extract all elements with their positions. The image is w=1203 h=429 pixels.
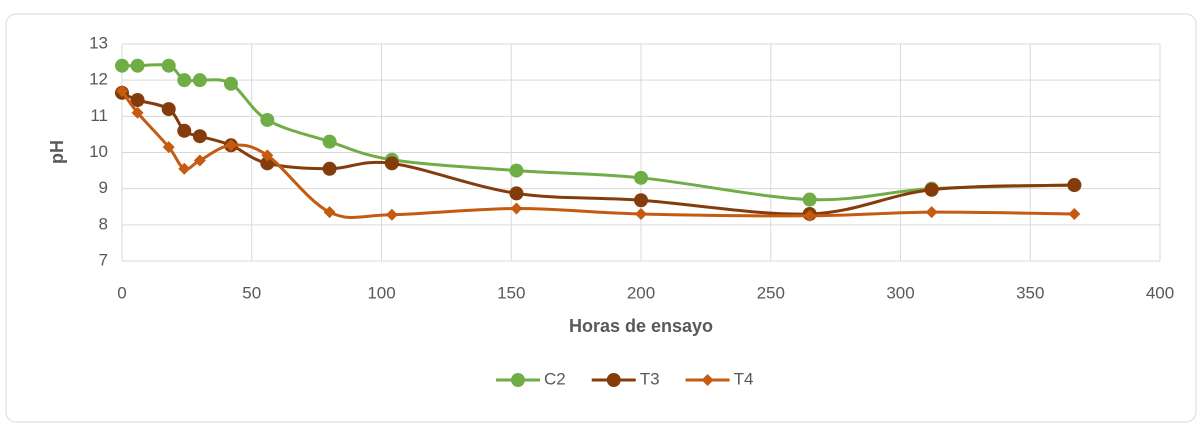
- data-point: [924, 182, 939, 197]
- data-point: [192, 73, 207, 88]
- x-tick-label: 350: [1016, 283, 1044, 302]
- y-tick-label: 10: [89, 142, 108, 161]
- x-tick-label: 250: [757, 283, 785, 302]
- series-line: [120, 90, 1075, 219]
- data-point: [177, 73, 192, 88]
- y-tick-label: 8: [99, 214, 108, 233]
- data-point: [177, 123, 192, 138]
- data-point: [323, 206, 336, 219]
- data-point: [193, 154, 206, 167]
- data-point: [635, 207, 647, 220]
- x-tick-label: 50: [242, 283, 261, 302]
- data-point: [162, 141, 175, 154]
- data-point: [634, 193, 648, 208]
- data-point: [384, 156, 399, 171]
- y-tick-label: 13: [89, 33, 108, 52]
- data-point: [634, 170, 648, 185]
- legend-marker: [701, 374, 714, 386]
- legend-label: T4: [734, 369, 754, 388]
- data-point: [161, 58, 176, 73]
- data-point: [131, 106, 144, 119]
- x-tick-label: 200: [627, 283, 655, 302]
- y-tick-label: 11: [90, 106, 108, 125]
- data-point: [130, 58, 145, 73]
- data-point: [509, 163, 524, 178]
- legend-marker: [606, 373, 621, 387]
- x-tick-label: 150: [497, 283, 525, 302]
- data-point: [322, 161, 337, 176]
- data-point: [224, 139, 237, 152]
- data-point: [161, 102, 176, 117]
- x-tick-label: 0: [117, 283, 126, 302]
- data-point: [322, 134, 337, 149]
- legend-label: T3: [640, 369, 660, 388]
- series-line: [121, 91, 1075, 216]
- data-point: [116, 85, 128, 98]
- x-axis-title: Horas de ensayo: [569, 316, 713, 336]
- y-tick-label: 12: [89, 70, 108, 89]
- data-point: [925, 206, 938, 219]
- data-point: [1068, 207, 1081, 220]
- legend-marker: [511, 373, 525, 387]
- data-point: [223, 76, 238, 91]
- series-line: [121, 63, 1075, 202]
- data-point: [802, 192, 817, 207]
- x-tick-label: 100: [367, 283, 395, 302]
- x-tick-label: 400: [1146, 283, 1174, 302]
- data-point: [260, 112, 275, 127]
- data-point: [385, 208, 398, 221]
- data-point: [192, 129, 207, 144]
- y-axis-title: pH: [47, 140, 67, 164]
- data-point: [130, 93, 145, 108]
- data-point: [115, 58, 129, 73]
- y-tick-label: 7: [99, 250, 108, 269]
- data-point: [1067, 178, 1082, 193]
- data-point: [509, 186, 524, 201]
- data-point: [803, 209, 816, 222]
- data-point: [510, 202, 523, 215]
- data-point: [178, 162, 191, 175]
- data-point: [261, 149, 274, 162]
- y-tick-label: 9: [99, 178, 108, 197]
- x-tick-label: 300: [886, 283, 914, 302]
- legend-label: C2: [544, 369, 566, 388]
